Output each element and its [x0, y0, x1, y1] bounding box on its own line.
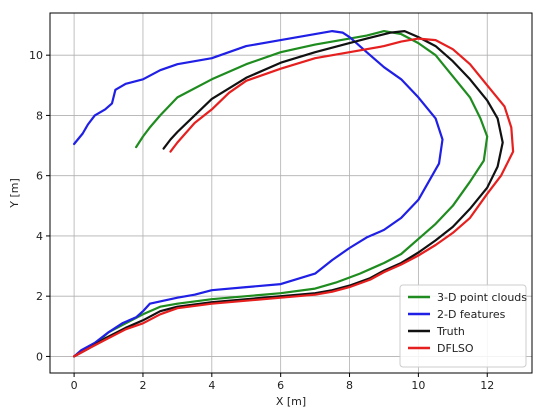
axis-ticks: 0 2 4 6 8 10 12 0 2 4 6 8 10 — [29, 49, 494, 392]
legend-box — [399, 284, 527, 368]
y-tick-label: 10 — [29, 49, 43, 62]
x-tick-label: 2 — [139, 379, 146, 392]
y-tick-label: 6 — [36, 170, 43, 183]
series-line-2 — [73, 30, 444, 358]
legend-label: Truth — [436, 325, 465, 338]
series-layer — [73, 30, 515, 358]
x-tick-label: 0 — [71, 379, 78, 392]
y-axis-label: Y [m] — [8, 178, 21, 209]
x-tick-label: 4 — [208, 379, 215, 392]
legend-label: 3-D point clouds — [437, 291, 527, 304]
x-tick-label: 12 — [480, 379, 494, 392]
legend-label: DFLSO — [437, 342, 474, 355]
legend-label: 2-D features — [437, 308, 506, 321]
series-line-3 — [73, 30, 504, 358]
series-line-1 — [73, 30, 489, 358]
x-tick-label: 6 — [277, 379, 284, 392]
x-axis-label: X [m] — [276, 395, 306, 408]
grid — [50, 13, 532, 373]
series-line-4 — [73, 37, 515, 358]
x-tick-label: 8 — [346, 379, 353, 392]
y-tick-label: 8 — [36, 109, 43, 122]
x-tick-label: 10 — [411, 379, 425, 392]
plot-frame — [49, 12, 533, 374]
legend: 3-D point clouds 2-D features Truth DFLSO — [399, 284, 527, 368]
y-tick-label: 4 — [36, 230, 43, 243]
y-tick-label: 2 — [36, 290, 43, 303]
y-tick-label: 0 — [36, 350, 43, 363]
